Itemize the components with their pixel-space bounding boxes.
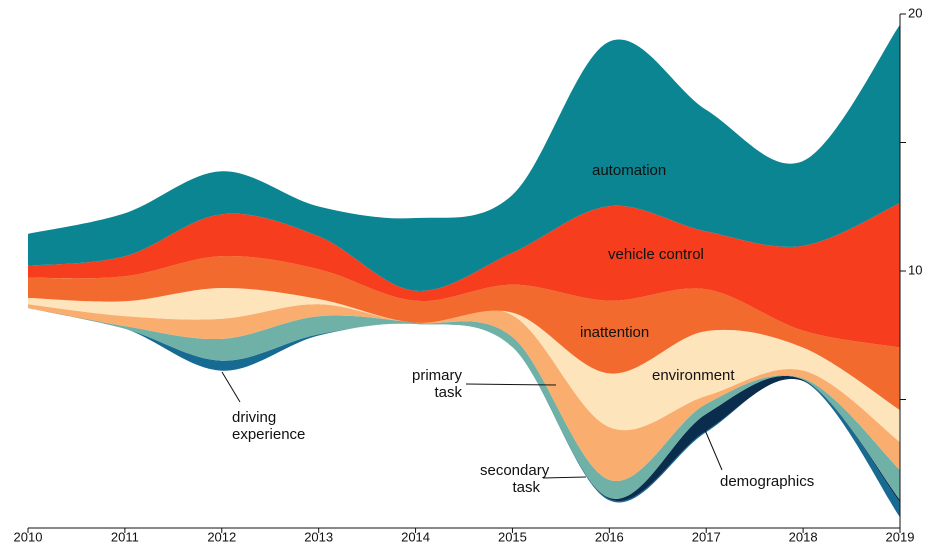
layers [28,24,900,518]
stream-layer [28,308,900,518]
series-label: automation [592,162,667,179]
x-tick-label: 2012 [207,529,236,544]
series-label: inattention [580,324,650,341]
stream-layer [28,203,900,348]
stream-layer [28,304,900,482]
stream-layer [28,308,900,500]
series-label: primary task [411,367,462,401]
x-tick-label: 2015 [498,529,527,544]
series-label: vehicle control [608,246,704,263]
x-tick-label: 2010 [14,529,43,544]
leader-line [542,476,587,479]
series-label: environment [652,367,735,384]
x-tick-label: 2017 [692,529,721,544]
series-label: secondary task [480,462,550,496]
y-tick-label: 10 [908,262,922,277]
stream-layer [28,308,900,503]
leader-line [221,371,241,403]
x-tick-label: 2014 [401,529,430,544]
leader-line [465,383,557,386]
leader-line [704,429,723,471]
stream-layer [28,24,900,291]
x-tick-label: 2013 [304,529,333,544]
x-tick-label: 2011 [111,529,139,544]
x-tick-label: 2018 [789,529,818,544]
y-tick-label: 20 [908,5,922,20]
series-label: demographics [720,473,815,490]
axes: 2010 2011 2012 2013 2014 2015 2016 2017 2018 2019… [14,5,923,544]
x-tick-label: 2016 [595,529,624,544]
x-tick-label: 2019 [886,529,915,544]
stream-layer [28,255,900,411]
stream-layer [28,287,900,443]
leaders [221,371,723,479]
